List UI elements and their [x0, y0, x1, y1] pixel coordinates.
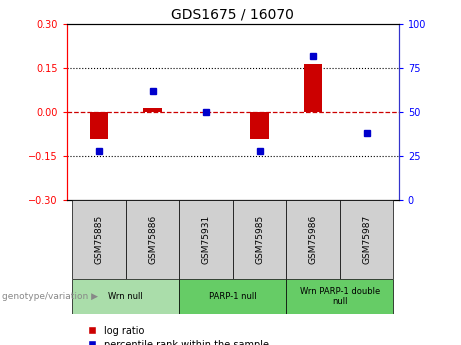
Bar — [179, 200, 233, 279]
Text: GSM75987: GSM75987 — [362, 215, 371, 264]
Text: Wrn null: Wrn null — [108, 292, 143, 301]
Title: GDS1675 / 16070: GDS1675 / 16070 — [171, 8, 294, 22]
Bar — [126, 200, 179, 279]
Text: GSM75886: GSM75886 — [148, 215, 157, 264]
Text: GSM75986: GSM75986 — [308, 215, 318, 264]
Bar — [72, 279, 179, 314]
Text: GSM75885: GSM75885 — [95, 215, 103, 264]
Text: genotype/variation ▶: genotype/variation ▶ — [2, 292, 98, 301]
Bar — [340, 200, 393, 279]
Legend: log ratio, percentile rank within the sample: log ratio, percentile rank within the sa… — [89, 326, 269, 345]
Bar — [72, 200, 126, 279]
Bar — [286, 279, 393, 314]
Text: PARP-1 null: PARP-1 null — [209, 292, 257, 301]
Bar — [143, 108, 162, 112]
Bar — [179, 279, 286, 314]
Bar — [286, 200, 340, 279]
Bar — [304, 64, 323, 112]
Text: Wrn PARP-1 double
null: Wrn PARP-1 double null — [300, 287, 380, 306]
Bar — [250, 112, 269, 138]
Bar — [89, 112, 108, 138]
Text: GSM75931: GSM75931 — [201, 215, 211, 264]
Text: GSM75985: GSM75985 — [255, 215, 264, 264]
Bar — [233, 200, 286, 279]
